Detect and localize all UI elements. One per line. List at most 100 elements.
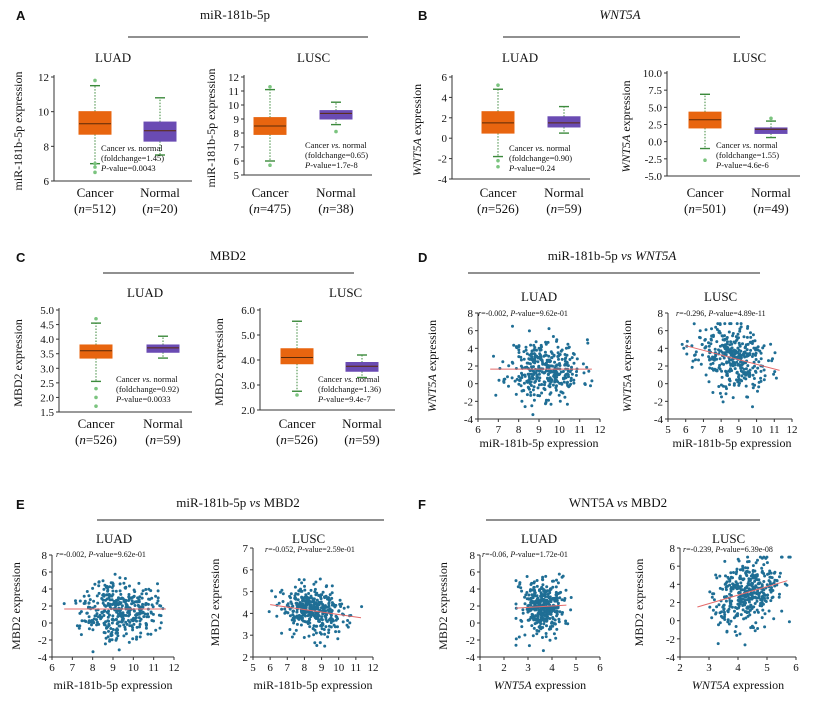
boxplot-c2: LUSC MBD2 expression 6.0 5.0 4.0 3.0 2.0 Cancer…: [212, 285, 395, 447]
n-label: (n=59): [546, 201, 582, 216]
data-point: [731, 586, 735, 589]
x-tick-label: 10: [128, 662, 140, 674]
data-point: [548, 360, 552, 364]
n-label: (n=526): [477, 201, 519, 216]
data-point: [757, 594, 761, 598]
stat-seg: =-0.002,: [59, 550, 88, 559]
data-point: [537, 383, 541, 387]
data-point: [731, 396, 735, 400]
data-point: [757, 385, 761, 389]
data-point: [318, 620, 321, 623]
x-tick-label: 7: [701, 424, 707, 436]
data-point: [712, 598, 716, 602]
data-point: [308, 618, 312, 622]
data-point: [745, 352, 749, 356]
n-open: (: [75, 432, 79, 447]
y-tick-label: -2.5: [645, 154, 663, 166]
data-point: [742, 367, 746, 371]
data-point: [735, 322, 739, 326]
data-point: [555, 578, 558, 582]
chart-subtitle: LUSC: [733, 50, 766, 65]
data-point: [545, 602, 549, 606]
data-point: [714, 612, 718, 616]
data-point: [742, 335, 746, 339]
panel-title-b: WNT5A: [599, 7, 640, 22]
data-point: [729, 340, 733, 344]
box-iqr: [319, 110, 353, 120]
data-point: [74, 599, 77, 603]
boxplot-b2: LUSC WNT5A expression 10.0 7.5 5.0 2.5 0.0 -2.5…: [619, 50, 800, 216]
data-point: [694, 350, 698, 354]
data-point: [62, 602, 66, 606]
data-point: [746, 555, 750, 559]
data-point: [544, 595, 547, 599]
data-point: [541, 583, 545, 587]
data-point: [728, 579, 732, 583]
data-point: [545, 589, 549, 593]
y-tick-label: 7: [234, 142, 240, 154]
category-label: Normal: [143, 416, 183, 431]
data-point: [531, 388, 535, 392]
data-point: [334, 603, 338, 607]
data-point: [746, 364, 750, 368]
data-point: [720, 375, 724, 379]
data-point: [729, 352, 733, 356]
data-point: [313, 641, 317, 645]
data-point: [758, 604, 762, 608]
data-point: [546, 340, 550, 344]
data-point: [709, 337, 713, 341]
data-point: [690, 344, 694, 348]
data-point: [548, 377, 552, 381]
n-open: (: [684, 201, 688, 216]
label-segment: WNT5A: [425, 373, 439, 412]
boxplot-a2: LUSC miR-181b-5p expression 12 11 10 9 8 7 6 5 Can…: [204, 50, 372, 216]
data-point: [527, 603, 531, 607]
data-point: [79, 610, 83, 614]
data-point: [555, 371, 559, 374]
data-point: [535, 354, 539, 358]
category-label: Cancer: [687, 185, 724, 200]
data-point: [762, 344, 766, 348]
data-point: [765, 583, 769, 587]
stats-line-foldchange: (foldchange=0.92): [116, 384, 179, 394]
data-point: [762, 368, 766, 372]
data-point: [103, 642, 107, 646]
data-point: [75, 624, 79, 628]
data-point: [501, 360, 505, 364]
data-point: [728, 583, 732, 587]
data-point: [156, 599, 160, 603]
data-point: [126, 619, 130, 622]
data-point: [95, 623, 99, 627]
data-point: [536, 618, 540, 622]
correlation-stat: r=-0.06, P-value=1.72e-01: [482, 550, 568, 559]
stats-seg: -value=4.6e-6: [721, 160, 769, 170]
data-point: [761, 602, 765, 606]
y-tick-label: 4: [42, 584, 48, 596]
data-point: [749, 603, 753, 607]
data-point: [520, 376, 524, 380]
data-point: [553, 372, 557, 376]
data-point: [296, 598, 300, 602]
data-point: [270, 589, 274, 593]
data-point: [743, 603, 747, 607]
data-point: [320, 618, 324, 622]
point-cloud: [514, 572, 573, 653]
data-point: [346, 619, 350, 622]
data-point: [753, 569, 757, 573]
data-point: [551, 383, 555, 387]
data-point: [535, 348, 538, 352]
data-point: [528, 589, 532, 593]
data-point: [718, 357, 722, 361]
data-point: [106, 625, 110, 629]
stat-seg: =-0.06,: [485, 550, 510, 559]
scatter-d1: LUAD WNT5A expression miR-181b-5p expressi…: [425, 289, 606, 450]
data-point: [323, 644, 327, 648]
data-point: [529, 393, 533, 397]
data-point: [110, 603, 114, 606]
data-point: [88, 598, 92, 602]
data-point: [707, 341, 710, 345]
data-point: [549, 364, 553, 368]
data-point: [736, 350, 740, 354]
category-label: Cancer: [77, 185, 114, 200]
data-point: [783, 582, 787, 586]
